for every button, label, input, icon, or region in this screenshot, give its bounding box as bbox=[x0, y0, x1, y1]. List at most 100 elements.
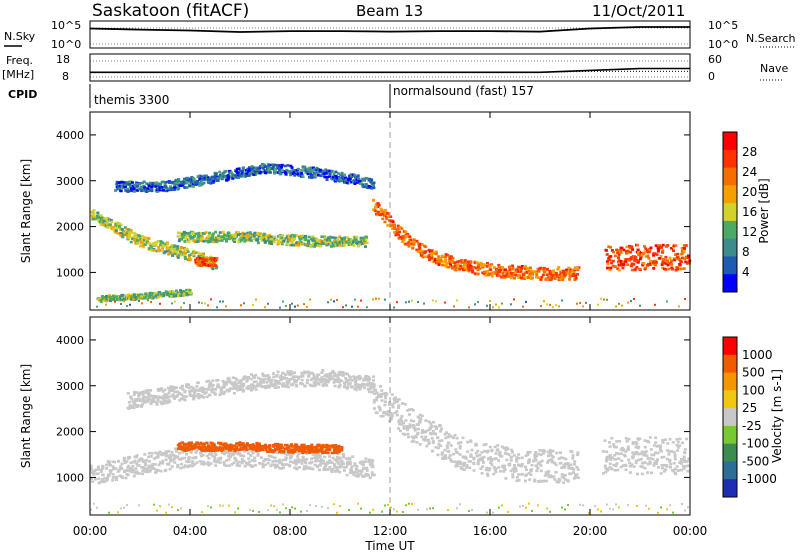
cell bbox=[261, 448, 264, 452]
cell bbox=[658, 444, 662, 447]
cell bbox=[196, 251, 200, 255]
cell bbox=[253, 456, 257, 460]
cell bbox=[168, 387, 172, 391]
cell bbox=[352, 375, 356, 378]
cell bbox=[207, 385, 211, 389]
cell bbox=[245, 376, 249, 379]
cell bbox=[156, 469, 160, 472]
cell bbox=[220, 391, 224, 394]
cell bbox=[561, 456, 565, 460]
cell bbox=[165, 291, 169, 294]
cell bbox=[605, 455, 609, 459]
cell bbox=[396, 301, 398, 304]
cell bbox=[305, 445, 308, 448]
cell bbox=[174, 450, 178, 453]
cell bbox=[350, 465, 354, 468]
cell bbox=[310, 449, 314, 453]
cell bbox=[496, 268, 499, 272]
cell bbox=[180, 384, 184, 388]
cell bbox=[165, 186, 169, 190]
cell bbox=[576, 468, 580, 471]
cell bbox=[139, 296, 143, 300]
cell bbox=[255, 171, 259, 175]
cell bbox=[326, 460, 330, 464]
cell bbox=[645, 454, 649, 458]
cell bbox=[365, 378, 369, 382]
cell bbox=[280, 377, 284, 380]
cell bbox=[159, 292, 163, 296]
cell bbox=[311, 169, 315, 172]
cell bbox=[300, 462, 304, 465]
cell bbox=[143, 395, 147, 399]
cell bbox=[301, 234, 305, 238]
cell bbox=[134, 240, 138, 243]
cell bbox=[338, 378, 342, 382]
cell bbox=[513, 298, 515, 301]
cell bbox=[537, 452, 541, 456]
cell bbox=[174, 246, 178, 249]
cell bbox=[109, 218, 113, 222]
cell bbox=[656, 451, 660, 455]
cell bbox=[279, 306, 281, 309]
cell bbox=[133, 399, 137, 403]
cell bbox=[272, 384, 276, 388]
cell bbox=[443, 255, 447, 259]
cell bbox=[114, 231, 118, 234]
cell bbox=[114, 295, 118, 298]
y-tick-label: 3000 bbox=[56, 175, 84, 188]
cell bbox=[501, 271, 505, 275]
cell bbox=[282, 463, 286, 466]
cell bbox=[503, 269, 507, 273]
cell bbox=[142, 390, 146, 393]
cell bbox=[316, 381, 320, 385]
cell bbox=[175, 294, 179, 298]
cell bbox=[365, 183, 369, 187]
cell bbox=[367, 460, 371, 463]
cell bbox=[316, 243, 320, 246]
cell bbox=[105, 299, 109, 303]
cell bbox=[148, 291, 152, 295]
cell bbox=[363, 185, 367, 189]
cell bbox=[142, 180, 146, 184]
cell bbox=[233, 377, 237, 380]
cell bbox=[232, 461, 236, 465]
cell bbox=[443, 264, 447, 267]
cell bbox=[297, 458, 301, 461]
cell bbox=[172, 188, 176, 191]
cell bbox=[178, 238, 182, 241]
cell bbox=[134, 471, 138, 475]
cell bbox=[449, 255, 453, 258]
cell bbox=[181, 233, 185, 236]
cell bbox=[205, 256, 209, 259]
cell bbox=[662, 455, 666, 459]
cell bbox=[153, 241, 157, 245]
cell bbox=[243, 464, 247, 468]
cell bbox=[164, 185, 168, 188]
cell bbox=[277, 386, 280, 389]
cell bbox=[615, 248, 619, 252]
cell bbox=[120, 303, 122, 305]
cell bbox=[132, 468, 135, 472]
cell bbox=[524, 265, 528, 268]
cell bbox=[444, 253, 448, 256]
cell bbox=[604, 467, 608, 470]
cell bbox=[264, 386, 268, 390]
cell bbox=[293, 174, 297, 177]
freq-tick-low: 8 bbox=[62, 70, 69, 83]
cell bbox=[135, 182, 139, 186]
cell bbox=[619, 452, 623, 455]
cell bbox=[401, 240, 405, 243]
cell bbox=[167, 399, 171, 402]
cell bbox=[635, 259, 639, 262]
cell bbox=[524, 454, 528, 458]
cell bbox=[178, 184, 182, 187]
cell bbox=[420, 254, 424, 257]
cell bbox=[171, 453, 175, 457]
cell bbox=[673, 253, 677, 256]
cell bbox=[318, 170, 322, 174]
cell bbox=[368, 382, 372, 385]
cell bbox=[450, 460, 454, 463]
cell bbox=[559, 273, 563, 276]
cell bbox=[174, 447, 178, 450]
cell bbox=[94, 478, 97, 481]
